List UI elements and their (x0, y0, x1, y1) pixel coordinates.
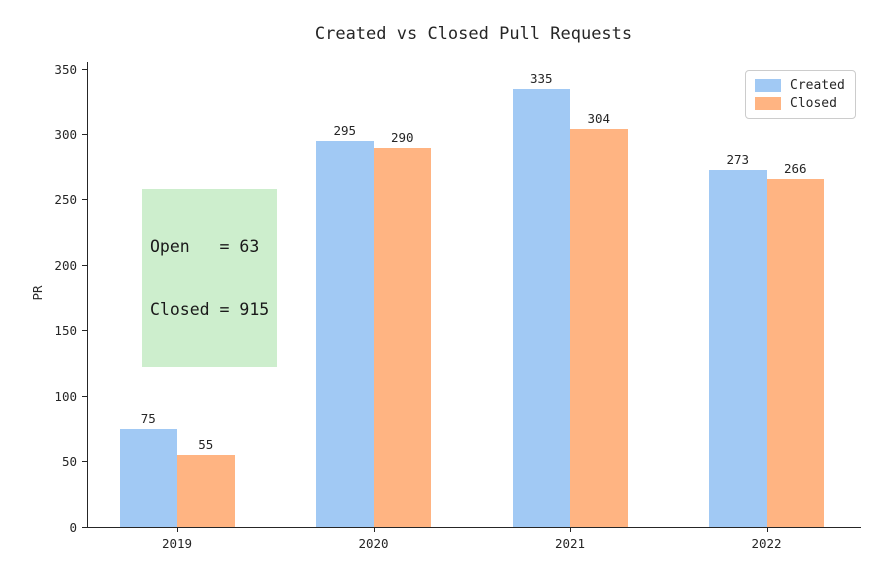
y-tick-mark (82, 395, 87, 397)
bar-value-label: 304 (587, 111, 611, 127)
annotation-box: Open = 63 Closed = 915 (142, 189, 278, 367)
bar-closed-2019 (177, 455, 235, 527)
y-tick-mark (82, 133, 87, 135)
y-tick-label: 250 (54, 192, 77, 208)
y-tick-mark (82, 264, 87, 266)
annotation-line-closed: Closed = 915 (150, 300, 270, 319)
bar-created-2020 (316, 140, 374, 527)
legend-item-closed: Closed (755, 96, 846, 111)
bar-closed-2021 (570, 129, 628, 527)
y-tick-mark (82, 461, 87, 463)
x-tick-mark (177, 527, 178, 532)
legend: Created Closed (745, 70, 856, 119)
x-tick-label: 2019 (161, 536, 193, 551)
bar-created-2021 (512, 88, 570, 527)
x-tick-label: 2020 (358, 536, 389, 551)
y-tick-mark (82, 526, 87, 528)
y-tick-label: 350 (54, 61, 77, 77)
closed-series-swatch (755, 97, 781, 111)
y-tick-label: 150 (54, 323, 77, 339)
y-tick-label: 50 (61, 454, 77, 470)
x-tick-mark (373, 527, 375, 532)
bar-value-label: 273 (726, 151, 750, 167)
y-tick-mark (82, 199, 87, 201)
y-axis-spine (87, 62, 88, 528)
created-series-swatch (755, 78, 781, 92)
legend-item-created: Created (755, 78, 846, 93)
bar-value-label: 290 (390, 129, 414, 145)
bar-closed-2022 (766, 178, 824, 527)
y-tick-label: 300 (54, 126, 77, 142)
x-tick-label: 2021 (554, 536, 586, 551)
bar-value-label: 335 (529, 70, 553, 86)
y-tick-mark (82, 68, 87, 70)
legend-label-created: Created (790, 77, 845, 93)
bar-created-2022 (709, 169, 767, 527)
x-tick-mark (766, 527, 768, 532)
bar-created-2019 (119, 428, 177, 527)
y-tick-label: 0 (69, 519, 77, 535)
chart-title: Created vs Closed Pull Requests (314, 24, 633, 44)
bar-value-label: 55 (198, 437, 214, 453)
y-tick-label: 100 (54, 388, 77, 404)
x-tick-label: 2022 (751, 536, 782, 551)
x-axis-spine (87, 527, 861, 528)
annotation-line-open: Open = 63 (150, 237, 260, 256)
bar-value-label: 266 (783, 160, 807, 176)
bar-closed-2020 (373, 147, 431, 527)
bar-value-label: 75 (140, 410, 156, 426)
y-tick-label: 200 (54, 257, 77, 273)
y-axis-label: PR (29, 285, 45, 301)
bar-value-label: 295 (333, 122, 357, 138)
x-tick-mark (570, 527, 571, 532)
y-tick-mark (82, 330, 87, 332)
legend-label-closed: Closed (790, 96, 837, 112)
